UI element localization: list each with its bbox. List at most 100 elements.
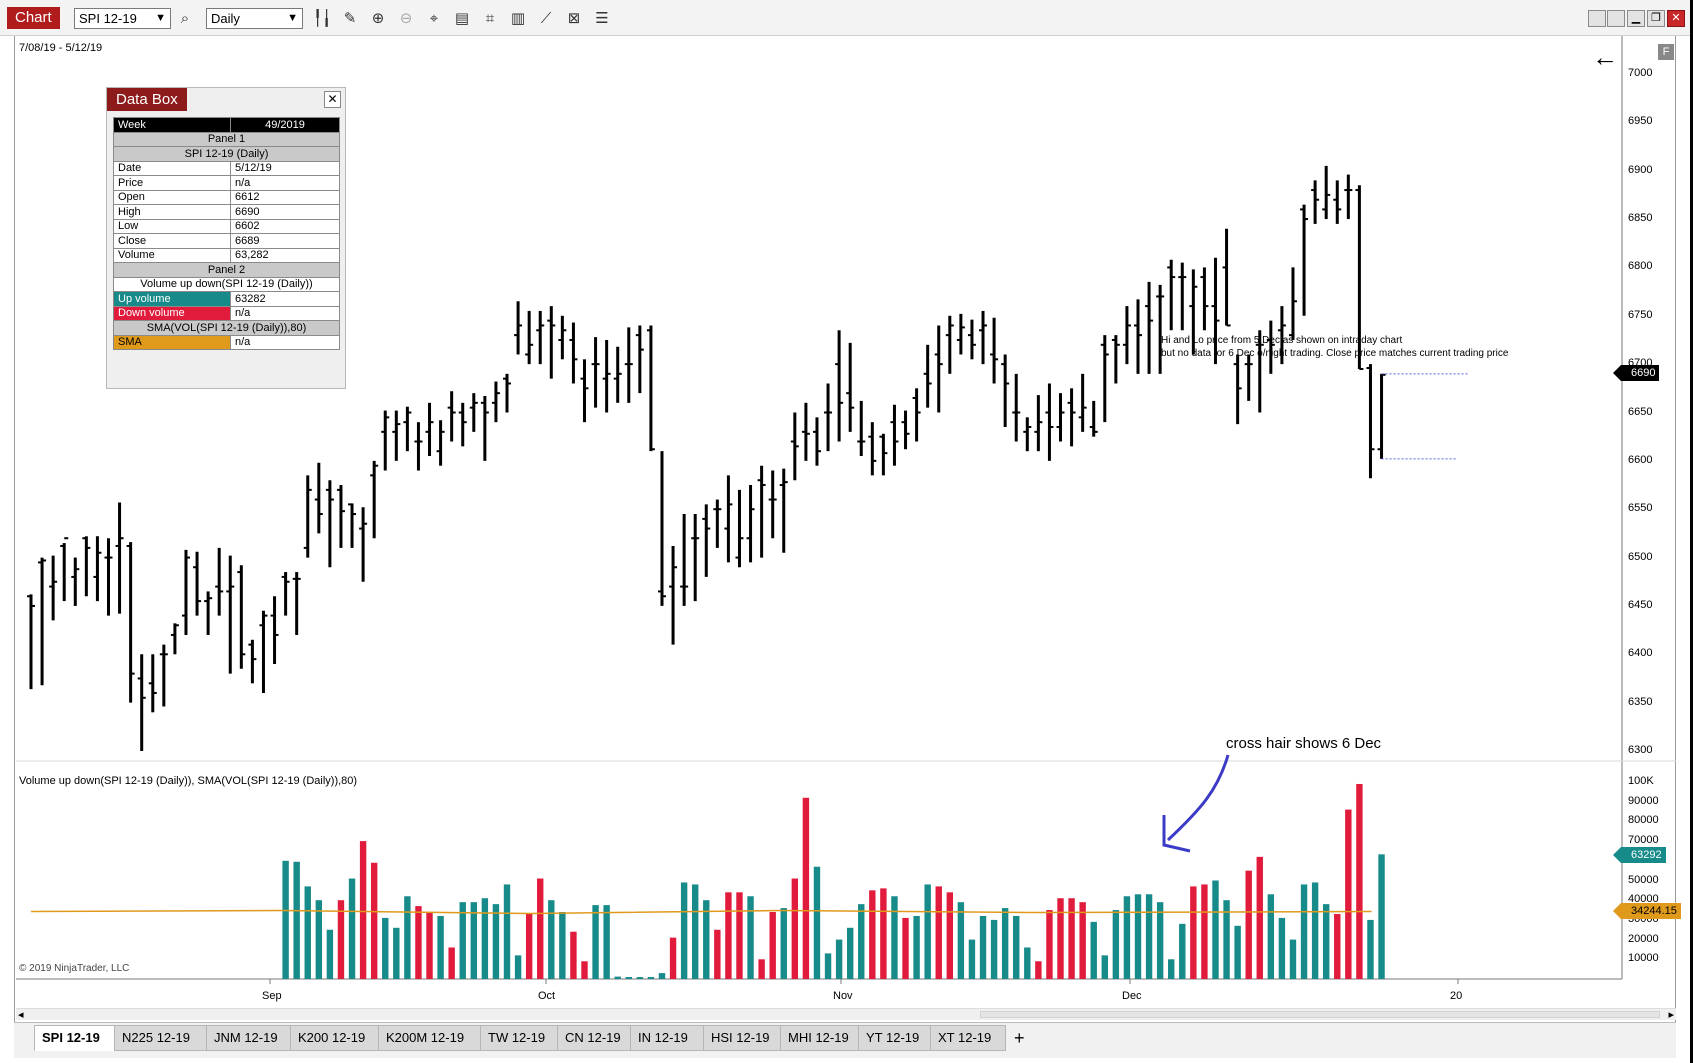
price-tick-label: 6850 (1628, 212, 1653, 225)
scroll-thumb[interactable] (980, 1011, 1660, 1018)
scroll-left-icon[interactable]: ◂ (18, 1009, 24, 1021)
tab-xt[interactable]: XT 12-19 (930, 1025, 1006, 1051)
volume-bar (1212, 880, 1219, 979)
price-note: Hi and Lo price from 5 Dec as shown on i… (1161, 334, 1508, 360)
data-box-table: Week 49/2019 Panel 1 SPI 12-19 (Daily) D… (113, 117, 340, 350)
row-label: Price (113, 175, 231, 191)
zoom-out-icon[interactable]: ⊖ (399, 10, 413, 27)
volume-bar (1234, 925, 1241, 979)
price-tick-label: 6650 (1628, 405, 1653, 418)
data-box-icon[interactable]: ⊠ (567, 10, 581, 27)
time-tick-label: Dec (1122, 990, 1142, 1002)
window-option-button[interactable] (1588, 10, 1606, 27)
bar-type-icon[interactable]: ╿╽ (312, 10, 332, 27)
close-button[interactable]: ✕ (1667, 10, 1685, 27)
row-value: 6690 (230, 204, 340, 220)
tab-hsi[interactable]: HSI 12-19 (703, 1025, 781, 1051)
tab-tw[interactable]: TW 12-19 (480, 1025, 558, 1051)
volume-bar (337, 900, 345, 979)
volume-tick-label: 80000 (1628, 814, 1659, 827)
volume-bar (1367, 919, 1374, 979)
volume-flag: 63292 (1613, 847, 1666, 863)
indicators-icon[interactable]: ⌗ (485, 10, 495, 27)
volume-bar (592, 905, 599, 979)
window-tile-button[interactable] (1607, 10, 1625, 27)
row-value: 6602 (230, 218, 340, 234)
price-tick-label: 7000 (1628, 67, 1653, 79)
scroll-right-icon[interactable]: ▸ (1668, 1009, 1674, 1021)
properties-icon[interactable]: ▤ (454, 10, 470, 27)
volume-bar (359, 841, 367, 979)
volume-bar (348, 878, 356, 979)
volume-bar (426, 912, 433, 979)
search-icon[interactable]: ⌕ (180, 10, 190, 27)
back-arrow-icon[interactable]: ← (1592, 42, 1618, 72)
volume-bar (692, 884, 699, 979)
volume-bar (492, 904, 500, 979)
crosshair-icon[interactable]: ⌖ (429, 10, 439, 27)
volume-bar (603, 905, 610, 979)
data-box[interactable]: Data Box ✕ Week 49/2019 Panel 1 SPI 12-1… (106, 87, 346, 389)
tab-k200[interactable]: K200 12-19 (290, 1025, 379, 1051)
volume-indicator-label: Volume up down(SPI 12-19 (Daily)) (113, 276, 340, 292)
row-label: Low (113, 218, 231, 234)
period-value: Daily (211, 11, 240, 26)
more-icon[interactable]: ☰ (595, 10, 609, 27)
volume-bar (791, 878, 799, 979)
tab-spi[interactable]: SPI 12-19 (34, 1025, 126, 1051)
strategy-icon[interactable]: ▥ (510, 10, 526, 27)
volume-bar (625, 977, 632, 979)
chart-area[interactable] (14, 36, 1676, 1022)
f-button[interactable]: F (1658, 44, 1674, 60)
volume-bar (304, 886, 311, 979)
tab-cn[interactable]: CN 12-19 (557, 1025, 631, 1051)
instrument-selector[interactable]: SPI 12-19 ▼ (74, 8, 171, 29)
data-box-title: Data Box (107, 88, 187, 111)
period-selector[interactable]: Daily ▼ (206, 8, 303, 29)
chevron-down-icon: ▼ (287, 12, 298, 24)
tab-jnm[interactable]: JNM 12-19 (206, 1025, 291, 1051)
volume-bar (448, 947, 455, 979)
minimize-button[interactable]: ▁ (1627, 10, 1645, 27)
volume-bar (858, 904, 865, 979)
tab-yt[interactable]: YT 12-19 (858, 1025, 931, 1051)
volume-bar (1024, 947, 1031, 979)
close-icon[interactable]: ✕ (324, 91, 341, 108)
tab-mhi[interactable]: MHI 12-19 (780, 1025, 859, 1051)
chart-style-icon[interactable]: ⟋ (540, 10, 552, 27)
volume-tick-label: 90000 (1628, 794, 1659, 807)
volume-bar (437, 915, 444, 979)
volume-bar (393, 927, 400, 979)
tab-n225[interactable]: N225 12-19 (114, 1025, 207, 1051)
price-tick-label: 6350 (1628, 695, 1653, 708)
volume-bar (370, 862, 378, 979)
chart-toolbar: Chart SPI 12-19 ▼ ⌕ Daily ▼ ╿╽ ✎ ⊕ ⊖ ⌖ ▤… (0, 0, 1690, 36)
volume-bar (946, 892, 954, 979)
arrow-head-icon (1162, 815, 1191, 853)
volume-tick-label: 100K (1628, 775, 1654, 787)
volume-tick-label: 20000 (1628, 932, 1659, 945)
sma-value: n/a (230, 334, 340, 350)
volume-bar (1345, 809, 1352, 979)
restore-button[interactable]: ❐ (1647, 10, 1665, 27)
instrument-label: SPI 12-19 (Daily) (113, 146, 340, 162)
volume-bar (935, 886, 942, 979)
pencil-icon[interactable]: ✎ (343, 10, 357, 27)
row-value: 63,282 (230, 247, 340, 263)
volume-bar (1156, 902, 1164, 979)
volume-bar (703, 900, 710, 979)
volume-tick-label: 50000 (1628, 873, 1659, 886)
volume-bar (891, 896, 898, 979)
instrument-tabs: SPI 12-19 N225 12-19 JNM 12-19 K200 12-1… (14, 1022, 1676, 1058)
horizontal-scrollbar[interactable]: ◂ ▸ (16, 1008, 1676, 1021)
tab-in[interactable]: IN 12-19 (630, 1025, 704, 1051)
volume-bar (968, 939, 976, 979)
zoom-in-icon[interactable]: ⊕ (371, 10, 385, 27)
volume-tick-label: 10000 (1628, 952, 1659, 965)
tab-k200m[interactable]: K200M 12-19 (378, 1025, 481, 1051)
add-tab-button[interactable]: + (1014, 1028, 1025, 1048)
volume-bar (769, 912, 776, 979)
row-value: 6612 (230, 189, 340, 205)
